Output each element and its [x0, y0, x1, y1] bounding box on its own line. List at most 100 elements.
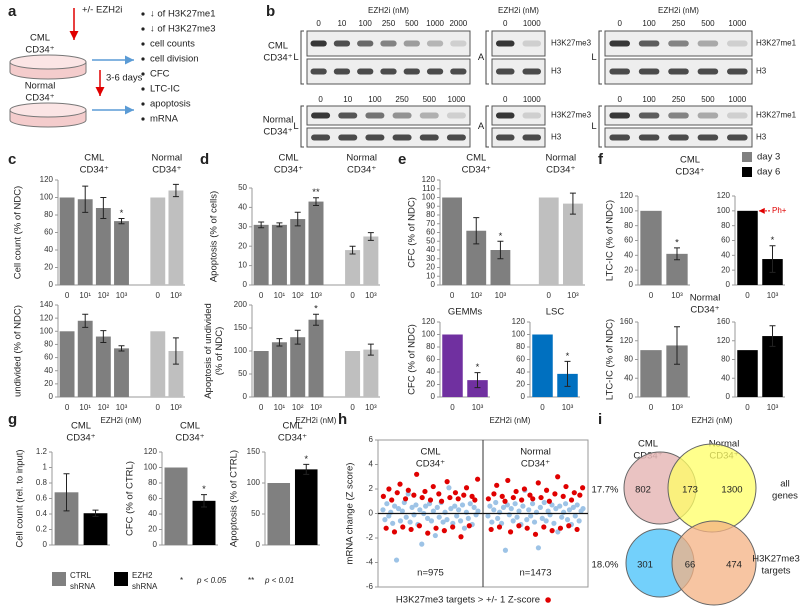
- error-bar: [313, 313, 319, 326]
- y-tick-label: 80: [624, 221, 633, 230]
- point: [560, 493, 566, 499]
- y-tick-label: 0: [153, 540, 158, 549]
- bar: [563, 203, 583, 285]
- point: [516, 508, 522, 514]
- dose-label: 1000: [728, 19, 746, 28]
- blot-strip: [306, 105, 471, 126]
- point: [528, 513, 534, 519]
- x-tick-label: 10³: [170, 291, 182, 300]
- point: [555, 474, 561, 480]
- band-label: H3K27me3: [551, 111, 592, 120]
- panel-label: h: [338, 411, 347, 428]
- point: [400, 524, 406, 530]
- y-tick-label: 30: [238, 222, 247, 231]
- y-tick-label: 60: [44, 353, 53, 362]
- y-tick-label: 10: [426, 271, 435, 280]
- point: [455, 496, 461, 502]
- error-bar: [769, 245, 776, 273]
- bar: [294, 469, 318, 545]
- y-tick-label: 100: [234, 346, 248, 355]
- point: [461, 525, 468, 531]
- y-tick-label: 120: [422, 175, 436, 184]
- point: [555, 529, 561, 535]
- error-bar: [294, 211, 301, 227]
- y-tick-label: 0: [629, 392, 634, 401]
- bullet: [141, 42, 145, 46]
- y-axis-label: Apoptosis (% of CTRL): [229, 450, 240, 547]
- y-tick-label: 10: [238, 261, 247, 270]
- sample-label: CD34⁺: [25, 93, 54, 104]
- point: [394, 490, 400, 496]
- y-axis-label: undivided (% of NDC): [13, 305, 24, 397]
- dose-label: 100: [368, 95, 382, 104]
- fraction-label: L: [293, 121, 298, 132]
- dose-label: 1000: [523, 19, 541, 28]
- point: [419, 541, 425, 547]
- blot-bracket: [598, 105, 602, 148]
- blot-band: [357, 40, 374, 47]
- bar: [164, 467, 188, 545]
- x-tick-label: 10²: [98, 291, 110, 300]
- y-tick-label: 0.2: [36, 525, 48, 534]
- group-label: Normal: [546, 153, 577, 164]
- point: [392, 503, 398, 509]
- x-tick-label: 0: [450, 291, 455, 300]
- x-axis-label: EZH2i (nM): [692, 416, 733, 425]
- chart-title: GEMMs: [448, 307, 483, 318]
- x-tick-label: 0: [65, 403, 70, 412]
- x-tick-label: 0: [649, 291, 654, 300]
- x-tick-label: 0: [65, 291, 70, 300]
- error-bar: [201, 494, 207, 508]
- y-tick-label: 20: [624, 265, 633, 274]
- venn-label: H3K27me3: [752, 554, 800, 565]
- group-label: Normal: [152, 153, 183, 164]
- point: [446, 485, 452, 491]
- point: [516, 523, 522, 529]
- point: [465, 515, 471, 522]
- blot-band: [311, 134, 331, 141]
- point: [539, 515, 545, 522]
- panel-label: d: [200, 151, 209, 168]
- point: [405, 491, 411, 497]
- y-axis-label: mRNA change (Z score): [345, 463, 356, 565]
- y-tick-label: 100: [512, 330, 526, 339]
- x-tick-label: 10³: [170, 403, 182, 412]
- bar: [95, 336, 111, 397]
- point: [466, 523, 472, 529]
- point: [440, 519, 446, 525]
- point: [419, 494, 425, 501]
- y-tick-label: 80: [426, 210, 435, 219]
- y-tick-label: 120: [620, 191, 634, 200]
- readout-label: apoptosis: [150, 99, 191, 110]
- fraction-label: L: [293, 52, 298, 63]
- legend-swatch: [742, 167, 752, 177]
- blot-strip: [306, 127, 471, 148]
- x-tick-label: 0: [649, 403, 654, 412]
- blot-band: [697, 112, 719, 119]
- point: [425, 530, 431, 536]
- y-tick-label: 40: [624, 373, 633, 382]
- bar: [442, 334, 463, 397]
- group-label: CD34⁺: [462, 165, 491, 176]
- sample-label: CML: [30, 33, 50, 44]
- x-tick-label: 10¹: [79, 291, 91, 300]
- panel-label: f: [598, 151, 604, 168]
- bullet: [141, 102, 145, 106]
- bar: [77, 320, 93, 397]
- bullet: [141, 87, 145, 91]
- point: [457, 518, 464, 524]
- chart-title: CD34⁺: [175, 433, 204, 444]
- point: [423, 503, 429, 509]
- point: [564, 517, 571, 523]
- error-bar: [473, 217, 480, 245]
- y-tick-label: -2: [366, 533, 374, 542]
- point: [496, 524, 503, 530]
- y-tick-label: 20: [44, 263, 53, 272]
- point: [405, 487, 411, 493]
- blot-band: [495, 112, 515, 119]
- blot-band: [727, 68, 748, 75]
- point: [382, 517, 388, 523]
- venn-sample: CML: [638, 439, 658, 450]
- y-axis-label: CFC (% of NDC): [407, 324, 418, 395]
- blot-band: [609, 40, 630, 47]
